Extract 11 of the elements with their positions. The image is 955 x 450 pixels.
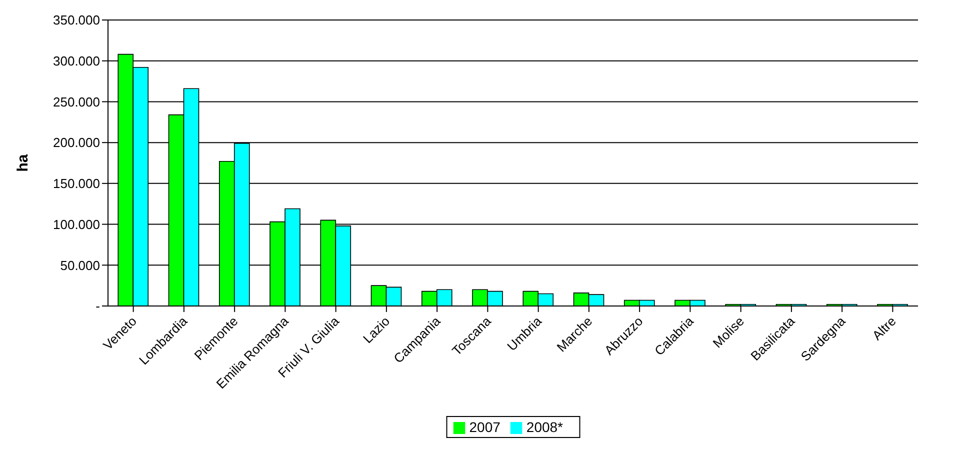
y-tick-label: 100.000 [53, 216, 100, 232]
legend-label: 2008* [526, 419, 563, 435]
y-axis-title: ha [14, 154, 32, 172]
y-tick-label: 250.000 [53, 94, 100, 110]
y-tick-label: 200.000 [53, 135, 100, 150]
y-tick-label: 300.000 [53, 53, 100, 68]
y-tick-label: 150.000 [53, 176, 100, 192]
y-tick-label: 50.000 [60, 258, 100, 273]
y-tick-label: - [96, 298, 100, 314]
y-tick-label: 350.000 [53, 12, 100, 28]
legend-label: 2007 [469, 419, 500, 435]
